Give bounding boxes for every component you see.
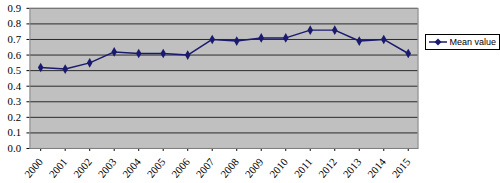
svg-text:0.9: 0.9 bbox=[8, 2, 21, 14]
svg-text:2010: 2010 bbox=[267, 156, 290, 180]
svg-text:0.6: 0.6 bbox=[8, 49, 22, 61]
svg-text:2009: 2009 bbox=[242, 156, 265, 180]
svg-text:2005: 2005 bbox=[144, 156, 167, 180]
svg-text:2012: 2012 bbox=[316, 156, 339, 180]
svg-text:2007: 2007 bbox=[193, 155, 216, 179]
svg-text:2002: 2002 bbox=[71, 156, 94, 180]
svg-text:0.0: 0.0 bbox=[8, 142, 21, 154]
svg-text:0.2: 0.2 bbox=[8, 111, 21, 123]
svg-text:0.3: 0.3 bbox=[8, 95, 21, 107]
svg-text:0.4: 0.4 bbox=[8, 80, 22, 92]
svg-text:2000: 2000 bbox=[22, 156, 45, 180]
svg-text:2015: 2015 bbox=[389, 156, 412, 180]
html-text:Mean value: Mean value bbox=[449, 37, 496, 47]
svg-text:0.8: 0.8 bbox=[8, 17, 21, 29]
svg-text:2004: 2004 bbox=[120, 155, 143, 179]
svg-text:0.7: 0.7 bbox=[8, 33, 22, 45]
svg-text:2001: 2001 bbox=[46, 156, 69, 180]
svg-text:2014: 2014 bbox=[365, 155, 388, 179]
svg-text:2006: 2006 bbox=[169, 155, 192, 179]
svg-text:2003: 2003 bbox=[95, 156, 118, 180]
svg-text:2008: 2008 bbox=[218, 156, 241, 180]
svg-text:0.1: 0.1 bbox=[8, 126, 21, 138]
svg-text:2013: 2013 bbox=[340, 156, 363, 180]
svg-text:0.5: 0.5 bbox=[8, 64, 21, 76]
svg-text:2011: 2011 bbox=[292, 156, 315, 180]
